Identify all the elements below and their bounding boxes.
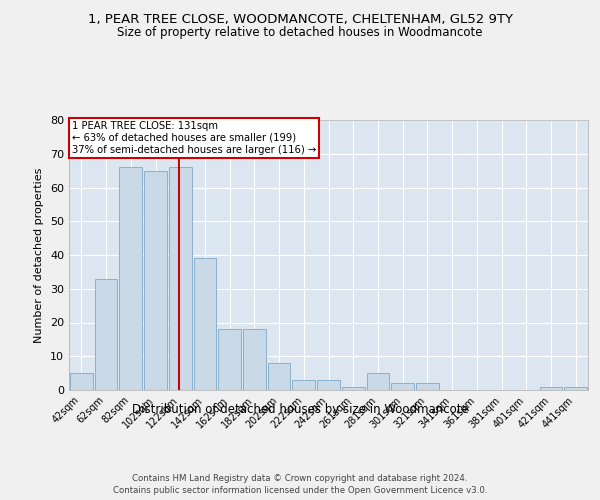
Bar (564, 386, 587, 390)
Text: Contains HM Land Registry data © Crown copyright and database right 2024.: Contains HM Land Registry data © Crown c… (132, 474, 468, 483)
Y-axis label: Number of detached properties: Number of detached properties (34, 168, 44, 342)
Bar (539, 386, 562, 390)
Bar (342, 386, 365, 390)
Bar (317, 380, 340, 390)
Bar (144, 170, 167, 390)
Bar (95, 278, 118, 390)
Bar (268, 363, 290, 390)
Bar (416, 383, 439, 390)
Bar (70, 373, 93, 390)
Bar (218, 329, 241, 390)
Text: Size of property relative to detached houses in Woodmancote: Size of property relative to detached ho… (117, 26, 483, 39)
Text: Contains public sector information licensed under the Open Government Licence v3: Contains public sector information licen… (113, 486, 487, 495)
Bar (391, 383, 414, 390)
Text: Distribution of detached houses by size in Woodmancote: Distribution of detached houses by size … (131, 402, 469, 415)
Bar (119, 167, 142, 390)
Bar (243, 329, 266, 390)
Text: 1 PEAR TREE CLOSE: 131sqm
← 63% of detached houses are smaller (199)
37% of semi: 1 PEAR TREE CLOSE: 131sqm ← 63% of detac… (71, 122, 316, 154)
Text: 1, PEAR TREE CLOSE, WOODMANCOTE, CHELTENHAM, GL52 9TY: 1, PEAR TREE CLOSE, WOODMANCOTE, CHELTEN… (88, 12, 512, 26)
Bar (194, 258, 216, 390)
Bar (367, 373, 389, 390)
Bar (169, 167, 191, 390)
Bar (292, 380, 315, 390)
